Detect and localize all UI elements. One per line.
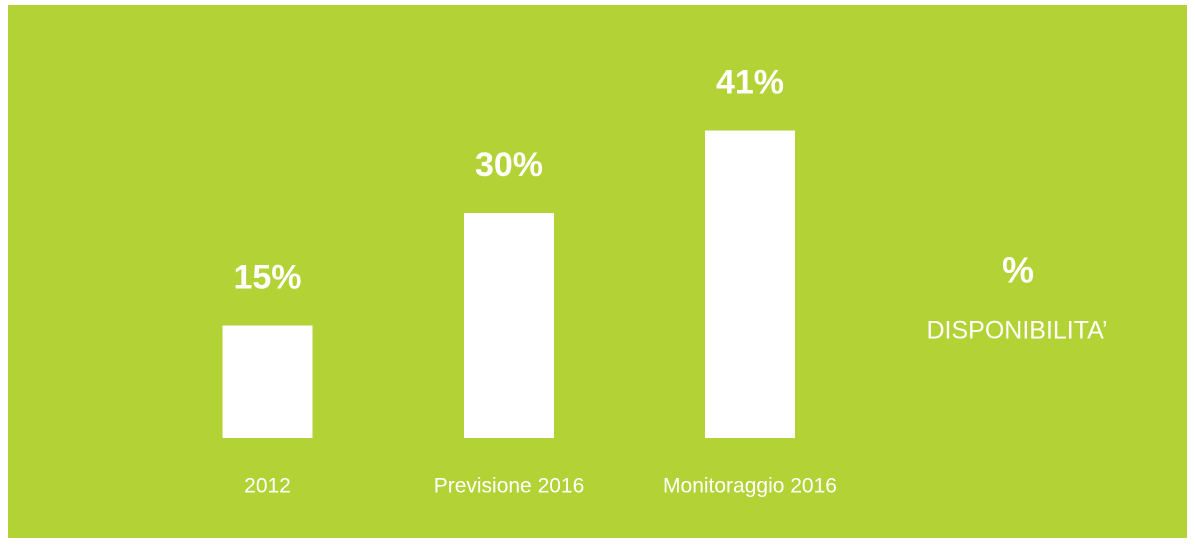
annotation: % xyxy=(1002,250,1034,291)
x-tick-label: Monitoraggio 2016 xyxy=(663,475,837,498)
value-label: 15% xyxy=(233,258,301,296)
value-label: 41% xyxy=(716,63,784,101)
background xyxy=(8,5,1187,538)
x-tick-label: Previsione 2016 xyxy=(434,475,585,498)
annotation: DISPONIBILITA’ xyxy=(926,317,1107,345)
value-label: 30% xyxy=(475,146,543,184)
bar xyxy=(464,213,554,438)
bar xyxy=(222,325,313,438)
bar xyxy=(705,130,795,438)
x-tick-label: 2012 xyxy=(244,475,291,498)
